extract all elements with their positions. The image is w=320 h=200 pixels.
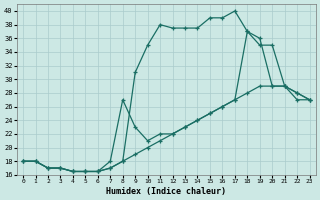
X-axis label: Humidex (Indice chaleur): Humidex (Indice chaleur) bbox=[106, 187, 226, 196]
